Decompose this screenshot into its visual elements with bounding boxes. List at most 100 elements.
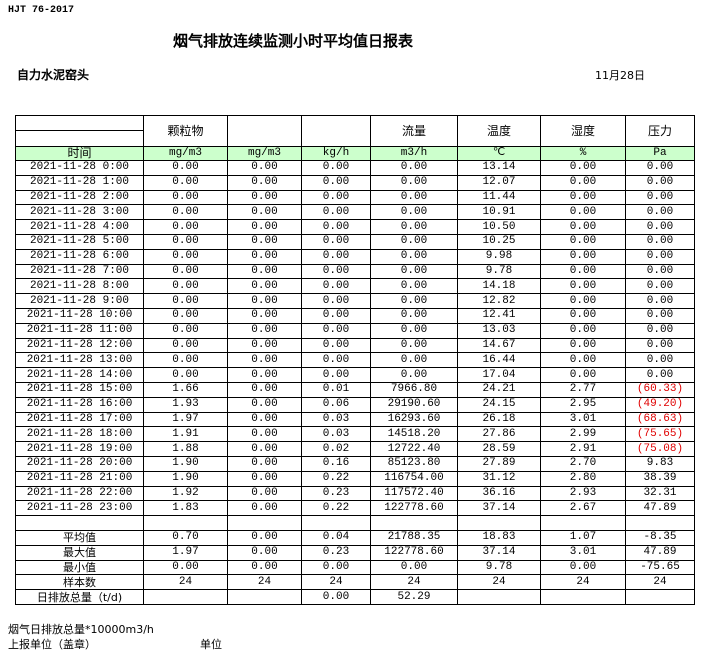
value-cell: 0.00 xyxy=(143,204,228,221)
table-row: 2021-11-28 10:00 0.00 0.00 0.00 0.00 12.41 0.0… xyxy=(15,307,695,324)
summary-value: 47.89 xyxy=(625,544,695,561)
value-cell: 0.06 xyxy=(301,396,371,413)
value-cell: 0.00 xyxy=(301,204,371,221)
unit-cell: % xyxy=(540,146,626,161)
value-cell: 1.90 xyxy=(143,470,228,487)
value-cell: (68.63) xyxy=(625,411,695,428)
value-cell: 2.93 xyxy=(540,485,626,502)
summary-row: 平均值 0.70 0.00 0.04 21788.35 18.83 1.07 -8.35 xyxy=(15,529,695,546)
unit-cell: mg/m3 xyxy=(227,146,302,161)
value-cell: 47.89 xyxy=(625,500,695,517)
value-cell: (49.20) xyxy=(625,396,695,413)
value-cell: 0.00 xyxy=(143,160,228,176)
value-cell: 0.00 xyxy=(625,160,695,176)
value-cell: 0.00 xyxy=(143,337,228,354)
value-cell: 117572.40 xyxy=(370,485,458,502)
value-cell: 0.00 xyxy=(227,322,302,339)
time-cell: 2021-11-28 9:00 xyxy=(15,293,144,309)
value-cell: 9.98 xyxy=(457,248,541,265)
table-row: 2021-11-28 6:00 0.00 0.00 0.00 0.00 9.98 0.00 0… xyxy=(15,248,695,265)
value-cell: 17.04 xyxy=(457,367,541,383)
value-cell: 0.00 xyxy=(227,426,302,443)
value-cell: 116754.00 xyxy=(370,470,458,487)
value-cell: 24.21 xyxy=(457,381,541,398)
column-header xyxy=(301,115,371,147)
time-header: 时间 xyxy=(15,146,144,161)
value-cell: 0.00 xyxy=(227,455,302,472)
table-row: 2021-11-28 12:00 0.00 0.00 0.00 0.00 14.67 0.0… xyxy=(15,337,695,354)
summary-value: 24 xyxy=(370,574,458,591)
value-cell: 0.00 xyxy=(143,248,228,265)
summary-value: 0.00 xyxy=(301,589,371,605)
summary-value: 24 xyxy=(143,574,228,591)
report-table: 颗粒物 流量 温度 湿度 压力 时间 mg/m3 mg/m3 kg/h m3/h ℃% Pa 2021-… xyxy=(15,115,695,605)
value-cell: 11.44 xyxy=(457,189,541,206)
value-cell: 0.00 xyxy=(370,160,458,176)
summary-value: 24 xyxy=(625,574,695,591)
time-cell: 2021-11-28 14:00 xyxy=(15,367,144,383)
value-cell: 0.00 xyxy=(301,233,371,250)
summary-label: 最小值 xyxy=(15,559,144,576)
value-cell: 0.00 xyxy=(143,219,228,235)
report-title: 烟气排放连续监测小时平均值日报表 xyxy=(173,32,414,50)
summary-label: 最大值 xyxy=(15,544,144,561)
unit-row: 时间 mg/m3 mg/m3 kg/h m3/h ℃% Pa xyxy=(15,146,695,161)
value-cell: (75.08) xyxy=(625,441,695,457)
column-header-label: 颗粒物 xyxy=(167,123,204,138)
value-cell: 10.50 xyxy=(457,219,541,235)
time-cell: 2021-11-28 19:00 xyxy=(15,441,144,457)
value-cell: 0.00 xyxy=(625,293,695,309)
column-header: 压力 xyxy=(625,115,695,147)
summary-value xyxy=(540,589,626,605)
value-cell: 0.00 xyxy=(625,352,695,369)
value-cell: 12.82 xyxy=(457,293,541,309)
value-cell: 0.00 xyxy=(227,485,302,502)
value-cell: 0.00 xyxy=(227,396,302,413)
value-cell: 0.00 xyxy=(370,263,458,280)
empty-cell xyxy=(370,515,458,531)
value-cell: 0.00 xyxy=(227,337,302,354)
summary-label: 日排放总量（t/d) xyxy=(15,589,144,605)
value-cell: 0.00 xyxy=(625,233,695,250)
value-cell: 26.18 xyxy=(457,411,541,428)
value-cell: 0.00 xyxy=(143,322,228,339)
value-cell: 0.00 xyxy=(227,500,302,517)
value-cell: 37.14 xyxy=(457,500,541,517)
value-cell: 12722.40 xyxy=(370,441,458,457)
value-cell: 0.22 xyxy=(301,470,371,487)
value-cell: 2.77 xyxy=(540,381,626,398)
summary-value: 0.00 xyxy=(227,529,302,546)
value-cell: 0.00 xyxy=(540,248,626,265)
value-cell: 0.00 xyxy=(227,160,302,176)
table-row: 2021-11-28 4:00 0.00 0.00 0.00 0.00 10.50 0.00… xyxy=(15,219,695,235)
value-cell: 0.00 xyxy=(625,204,695,221)
time-cell: 2021-11-28 13:00 xyxy=(15,352,144,369)
unit-cell: mg/m3 xyxy=(143,146,228,161)
value-cell: 24.15 xyxy=(457,396,541,413)
value-cell: 0.00 xyxy=(540,160,626,176)
value-cell: 14518.20 xyxy=(370,426,458,443)
value-cell: 1.92 xyxy=(143,485,228,502)
summary-value: 0.00 xyxy=(301,559,371,576)
summary-value xyxy=(143,589,228,605)
time-cell: 2021-11-28 12:00 xyxy=(15,337,144,354)
value-cell: 12.41 xyxy=(457,307,541,324)
value-cell: 0.00 xyxy=(227,367,302,383)
station-name: 自力水泥窑头 xyxy=(17,68,90,82)
value-cell: 38.39 xyxy=(625,470,695,487)
summary-value: 0.00 xyxy=(227,559,302,576)
value-cell: 0.00 xyxy=(540,219,626,235)
empty-cell xyxy=(457,515,541,531)
summary-value: 0.00 xyxy=(540,559,626,576)
value-cell: 0.00 xyxy=(301,174,371,191)
value-cell: 0.00 xyxy=(227,263,302,280)
report-date: 11月28日 xyxy=(595,69,645,82)
value-cell: 12.07 xyxy=(457,174,541,191)
value-cell: 2.80 xyxy=(540,470,626,487)
time-cell: 2021-11-28 18:00 xyxy=(15,426,144,443)
empty-cell xyxy=(15,515,144,531)
summary-value xyxy=(457,589,541,605)
value-cell: 0.00 xyxy=(227,307,302,324)
time-cell: 2021-11-28 2:00 xyxy=(15,189,144,206)
value-cell: 0.00 xyxy=(540,322,626,339)
